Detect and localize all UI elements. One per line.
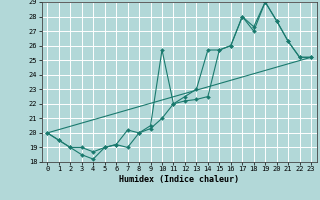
X-axis label: Humidex (Indice chaleur): Humidex (Indice chaleur) [119,175,239,184]
